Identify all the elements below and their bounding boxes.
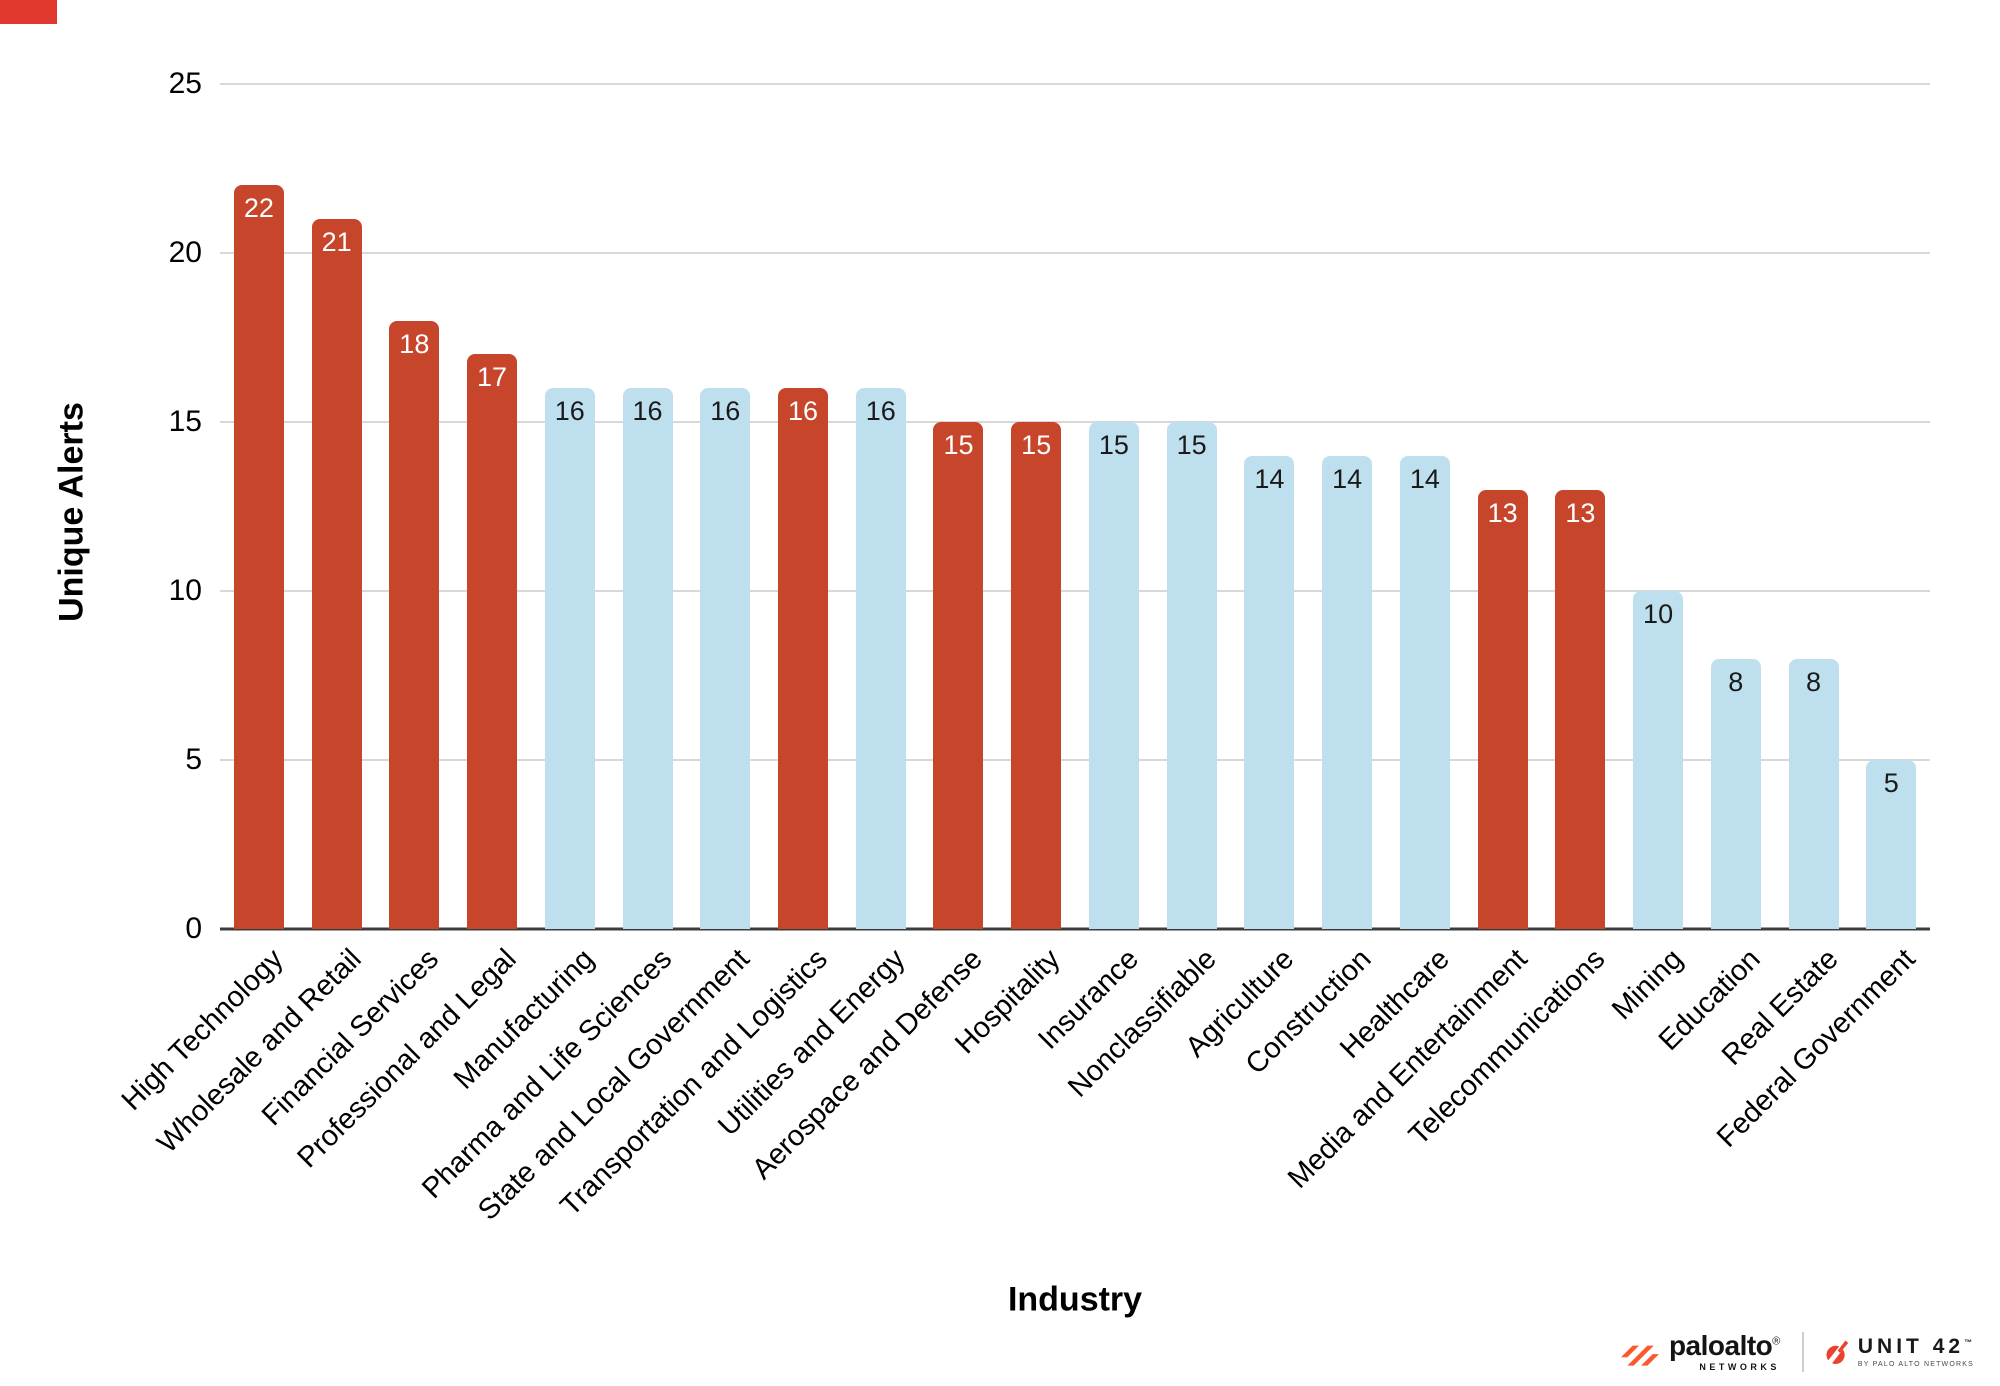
bar-real-estate: 8 [1788, 658, 1839, 929]
bar-slot-professional-and-legal: 17 Professional and Legal [291, 84, 531, 1174]
bar-construction: 14 [1322, 455, 1373, 929]
unit42-logo: UNIT 42™ BY PALO ALTO NETWORKS [1825, 1336, 1974, 1368]
unit42-wordmark: UNIT 42™ [1857, 1335, 1973, 1358]
gridline-20 [220, 252, 1930, 254]
bar-slot-mining: 10 Mining [1606, 84, 1697, 1026]
bar-utilities-and-energy: 16 [855, 388, 906, 929]
bar-pharma-and-life-sciences: 16 [622, 388, 673, 929]
bar-value-label-hospitality: 15 [1021, 430, 1052, 460]
x-axis-title: Industry [1007, 1280, 1143, 1319]
y-axis-title: Unique Alerts [52, 402, 91, 622]
bar-federal-government: 5 [1866, 760, 1917, 929]
registered-mark: ® [1772, 1335, 1780, 1348]
bar-value-label-real-estate: 8 [1806, 666, 1822, 697]
bar-value-label-mining: 10 [1643, 599, 1674, 629]
bar-value-label-wholesale-and-retail: 21 [321, 227, 352, 258]
bar-slot-nonclassifiable: 15 Nonclassifiable [1062, 84, 1231, 1104]
y-tick-label-25: 25 [168, 67, 202, 100]
bar-slot-agriculture: 14 Agriculture [1179, 84, 1309, 1064]
paloalto-logo-icon [1620, 1345, 1659, 1366]
corner-mark [0, 0, 57, 24]
bar-slot-healthcare: 14 Healthcare [1334, 84, 1464, 1065]
bar-manufacturing: 16 [544, 388, 595, 929]
bar-state-and-local-government: 16 [700, 388, 751, 929]
y-tick-label-0: 0 [185, 912, 202, 945]
bar-value-label-education: 8 [1728, 666, 1744, 697]
bar-hospitality: 15 [1011, 422, 1062, 929]
y-tick-label-5: 5 [185, 743, 202, 776]
gridline-5 [220, 759, 1930, 761]
bar-insurance: 15 [1088, 422, 1139, 929]
gridline-25 [220, 83, 1930, 85]
logo-divider [1801, 1332, 1804, 1372]
bar-slot-financial-services: 18 Financial Services [256, 84, 453, 1132]
bar-value-label-state-and-local-government: 16 [710, 396, 741, 427]
bar-value-label-nonclassifiable: 15 [1176, 430, 1207, 460]
bars-layer: 22 High Technology 21 Wholesale and Retail 1… [116, 84, 1930, 1227]
paloalto-wordmark-block: paloalto® NETWORKS [1669, 1332, 1780, 1372]
bar-slot-transportation-and-logistics: 16 Transportation and Logistics [554, 84, 842, 1222]
trademark-mark: ™ [1964, 1338, 1973, 1347]
bar-slot-wholesale-and-retail: 21 Wholesale and Retail [151, 84, 376, 1159]
bar-value-label-utilities-and-energy: 16 [865, 396, 896, 427]
bar-transportation-and-logistics: 16 [778, 388, 828, 929]
bar-slot-aerospace-and-defense: 15 Aerospace and Defense [746, 84, 998, 1186]
footer-branding: paloalto® NETWORKS UNIT 42™ BY PALO ALTO… [1620, 1332, 1974, 1372]
bar-telecommunications: 13 [1555, 489, 1606, 929]
bar-slot-hospitality: 15 Hospitality [950, 84, 1075, 1060]
unit42-subtext: BY PALO ALTO NETWORKS [1857, 1361, 1974, 1368]
bar-slot-utilities-and-energy: 16 Utilities and Energy [712, 84, 920, 1142]
bar-slot-high-technology: 22 High Technology [116, 84, 298, 1117]
bar-slot-pharma-and-life-sciences: 16 Pharma and Life Sciences [416, 84, 687, 1205]
bar-professional-and-legal: 17 [467, 354, 518, 929]
bar-slot-federal-government: 5 Federal Government [1711, 84, 1930, 1154]
bar-slot-media-and-entertainment: 13 Media and Entertainment [1282, 84, 1542, 1195]
bar-slot-manufacturing: 16 Manufacturing [448, 84, 609, 1096]
bar-value-label-insurance: 15 [1098, 430, 1129, 460]
bar-slot-construction: 14 Construction [1240, 84, 1386, 1081]
y-tick-label-20: 20 [168, 236, 202, 269]
bar-wholesale-and-retail: 21 [311, 219, 362, 929]
bar-slot-insurance: 15 Insurance [1032, 84, 1153, 1056]
bar-value-label-manufacturing: 16 [554, 396, 585, 427]
bar-value-label-federal-government: 5 [1883, 768, 1899, 798]
bar-slot-real-estate: 8 Real Estate [1716, 84, 1853, 1072]
gridline-15 [220, 421, 1930, 423]
y-tick-label-15: 15 [168, 405, 202, 438]
paloalto-networks-subtext: NETWORKS [1699, 1362, 1780, 1372]
bar-high-technology: 22 [233, 185, 284, 929]
bar-value-label-construction: 14 [1332, 463, 1363, 494]
bar-value-label-healthcare: 14 [1409, 463, 1440, 494]
bar-media-and-entertainment: 13 [1477, 489, 1528, 929]
y-tick-label-10: 10 [168, 574, 202, 607]
bar-agriculture: 14 [1244, 455, 1295, 929]
unit42-logo-icon [1825, 1340, 1849, 1366]
bar-value-label-media-and-entertainment: 13 [1487, 497, 1518, 528]
bar-financial-services: 18 [389, 320, 440, 929]
bar-education: 8 [1710, 658, 1761, 929]
x-axis-baseline [220, 927, 1930, 931]
bar-slot-education: 8 Education [1653, 84, 1775, 1057]
bar-nonclassifiable: 15 [1166, 422, 1217, 929]
bar-slot-telecommunications: 13 Telecommunications [1403, 84, 1619, 1151]
bar-aerospace-and-defense: 15 [933, 422, 984, 929]
bar-healthcare: 14 [1399, 455, 1450, 929]
bar-value-label-telecommunications: 13 [1565, 497, 1596, 528]
bar-value-label-aerospace-and-defense: 15 [943, 430, 974, 460]
bar-value-label-transportation-and-logistics: 16 [787, 396, 819, 427]
bar-value-label-financial-services: 18 [399, 328, 430, 359]
bar-value-label-agriculture: 14 [1254, 463, 1285, 494]
bar-value-label-high-technology: 22 [243, 193, 274, 224]
bar-mining: 10 [1633, 591, 1684, 929]
bar-value-label-pharma-and-life-sciences: 16 [632, 396, 663, 427]
unit42-wordmark-block: UNIT 42™ BY PALO ALTO NETWORKS [1858, 1336, 1974, 1368]
bar-slot-state-and-local-government: 16 State and Local Government [472, 84, 764, 1227]
gridline-10 [220, 590, 1930, 592]
plot-area: 0 5 10 15 20 25 22 High Technology 21 Wholesale a… [116, 69, 1930, 1227]
paloalto-wordmark: paloalto® [1668, 1330, 1780, 1361]
bar-value-label-professional-and-legal: 17 [477, 362, 508, 393]
paloalto-networks-logo: paloalto® NETWORKS [1620, 1332, 1780, 1372]
